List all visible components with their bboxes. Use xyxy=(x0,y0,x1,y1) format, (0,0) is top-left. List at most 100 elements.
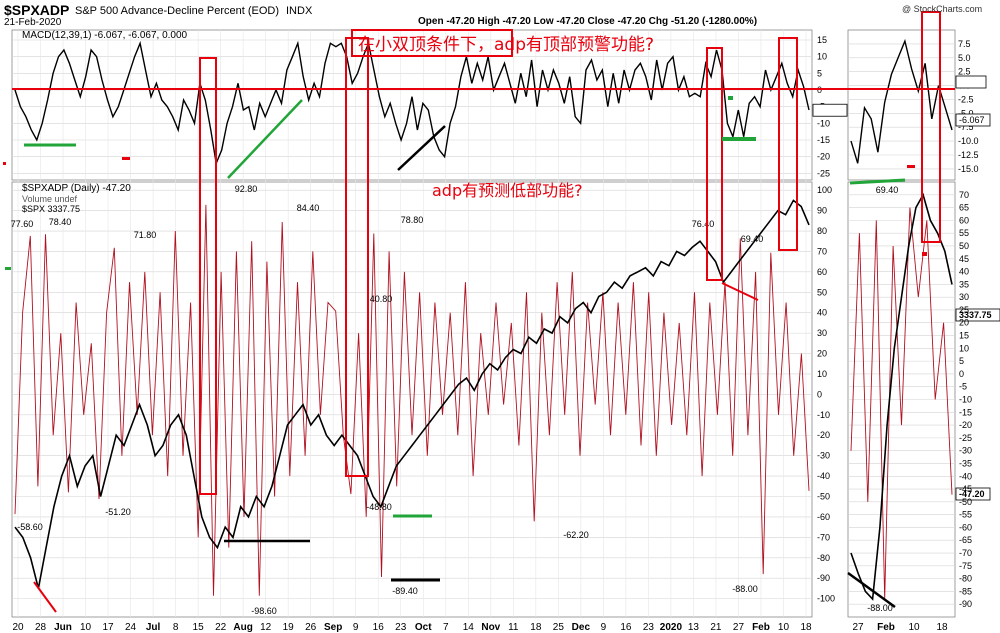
side-x-tick-label: Feb xyxy=(877,622,895,633)
side-adp-y-tick-label: -50 xyxy=(959,497,972,507)
side-adp-y-tick-label: -65 xyxy=(959,535,972,545)
side-adp-y-tick-label: -90 xyxy=(959,599,972,609)
stockcharts-watermark: @ StockCharts.com xyxy=(902,4,983,14)
adp-y-tick-label: -60 xyxy=(817,512,830,522)
side-adp-y-tick-label: -85 xyxy=(959,586,972,596)
spx-series-line xyxy=(14,199,810,589)
side-spx-series-line xyxy=(850,192,953,601)
series-layer xyxy=(14,38,953,601)
adp-y-tick-label: -80 xyxy=(817,553,830,563)
x-tick-label: 20 xyxy=(12,622,24,633)
adp-y-tick-label: -90 xyxy=(817,573,830,583)
adp-y-tick-label: 60 xyxy=(817,267,827,277)
side-adp-y-tick-label: 65 xyxy=(959,203,969,213)
adp-data-label: -48.80 xyxy=(366,502,392,512)
red-dot-mark xyxy=(3,162,6,165)
macd-y-tick-label: -10 xyxy=(817,118,830,128)
x-tick-label: 14 xyxy=(463,622,475,633)
adp-data-label: -98.60 xyxy=(251,606,277,616)
date-label: 21-Feb-2020 xyxy=(4,17,62,28)
adp-y-tick-label: 80 xyxy=(817,226,827,236)
side-macd-last-value-label: -6.067 xyxy=(959,115,985,125)
macd-y-tick-label: 5 xyxy=(817,68,822,78)
x-tick-label: Nov xyxy=(481,622,500,633)
adp-y-tick-label: -70 xyxy=(817,532,830,542)
side-adp-y-tick-label: -25 xyxy=(959,433,972,443)
side-adp-y-tick-label: 70 xyxy=(959,190,969,200)
x-tick-label: Dec xyxy=(572,622,591,633)
macd-y-tick-label: 10 xyxy=(817,52,827,62)
macd-y-tick-label: -15 xyxy=(817,135,830,145)
x-tick-label: 24 xyxy=(125,622,137,633)
x-tick-label: 16 xyxy=(373,622,385,633)
symbol-title: $SPXADP xyxy=(4,2,70,18)
adp-data-label: -58.60 xyxy=(17,522,43,532)
side-x-tick-label: 18 xyxy=(936,622,948,633)
side-macd-y-tick-label: -10.0 xyxy=(958,136,979,146)
side-adp-y-tick-label: -75 xyxy=(959,561,972,571)
adp-data-label: -51.20 xyxy=(105,507,131,517)
green-trend-line xyxy=(227,99,303,179)
x-tick-label: 21 xyxy=(710,622,722,633)
side-adp-y-tick-label: -15 xyxy=(959,407,972,417)
adp-y-tick-label: -30 xyxy=(817,451,830,461)
side-adp-y-tick-label: -40 xyxy=(959,471,972,481)
adp-data-label: -88.00 xyxy=(732,584,758,594)
adp-y-tick-label: -50 xyxy=(817,492,830,502)
side-macd-y-tick-label: -2.5 xyxy=(958,94,974,104)
side-adp-y-tick-label: -45 xyxy=(959,484,972,494)
ohlc-readout: Open -47.20 High -47.20 Low -47.20 Close… xyxy=(418,16,758,27)
annotation-marks xyxy=(3,11,955,613)
x-tick-label: 28 xyxy=(35,622,47,633)
symbol-description: S&P 500 Advance-Decline Percent (EOD) xyxy=(75,5,280,17)
adp-y-tick-label: -10 xyxy=(817,410,830,420)
x-tick-label: Feb xyxy=(752,622,770,633)
x-tick-label: Oct xyxy=(415,622,432,633)
adp-data-label: 84.40 xyxy=(297,203,320,213)
red-highlight-box xyxy=(921,11,941,243)
side-adp-y-tick-label: -55 xyxy=(959,510,972,520)
spx-legend: $SPX 3337.75 xyxy=(22,204,81,214)
spx-last-value-label: 3337.75 xyxy=(959,310,992,320)
bottom-annotation-text: adp有预测低部功能? xyxy=(432,181,583,200)
side-adp-y-tick-label: 5 xyxy=(959,356,964,366)
red-dash-mark xyxy=(922,252,927,256)
x-tick-label: 19 xyxy=(283,622,295,633)
annotation-text-box xyxy=(351,29,513,57)
adp-data-label: 40.80 xyxy=(370,294,393,304)
green-support-line xyxy=(849,178,906,185)
x-tick-label: Sep xyxy=(324,622,342,633)
adp-data-label: 78.80 xyxy=(401,215,424,225)
x-tick-label: 26 xyxy=(305,622,317,633)
x-tick-label: 11 xyxy=(508,622,519,633)
adp-y-tick-label: 10 xyxy=(817,369,827,379)
adp-y-tick-label: 40 xyxy=(817,308,827,318)
x-tick-label: 9 xyxy=(353,622,359,633)
side-adp-y-tick-label: 35 xyxy=(959,279,969,289)
x-tick-label: 23 xyxy=(395,622,407,633)
side-adp-y-tick-label: 0 xyxy=(959,369,964,379)
x-tick-label: 15 xyxy=(193,622,205,633)
adp-y-tick-label: -20 xyxy=(817,430,830,440)
x-tick-label: 12 xyxy=(260,622,272,633)
adp-y-tick-label: 20 xyxy=(817,349,827,359)
adp-y-tick-label: 50 xyxy=(817,287,827,297)
side-macd-y-tick-label: 7.5 xyxy=(958,39,971,49)
spx-last-value-box xyxy=(955,308,1000,322)
side-macd-last-value-box xyxy=(955,113,991,127)
top-annotation-text: 在小双顶条件下，adp有顶部预警功能? xyxy=(358,35,655,55)
macd-series-line xyxy=(14,40,810,166)
side-adp-y-tick-label: -20 xyxy=(959,420,972,430)
red-down-line xyxy=(721,282,759,301)
x-tick-label: 17 xyxy=(102,622,114,633)
x-tick-label: 9 xyxy=(601,622,607,633)
adp-y-tick-label: 90 xyxy=(817,206,827,216)
red-down-line xyxy=(33,581,57,613)
side-adp-y-tick-label: 30 xyxy=(959,292,969,302)
x-tick-label: 10 xyxy=(778,622,790,633)
adp-y-tick-label: -40 xyxy=(817,471,830,481)
x-tick-label: 23 xyxy=(643,622,655,633)
red-highlight-box xyxy=(706,47,723,281)
macd-y-tick-label: -20 xyxy=(817,152,830,162)
red-highlight-box xyxy=(199,57,217,495)
